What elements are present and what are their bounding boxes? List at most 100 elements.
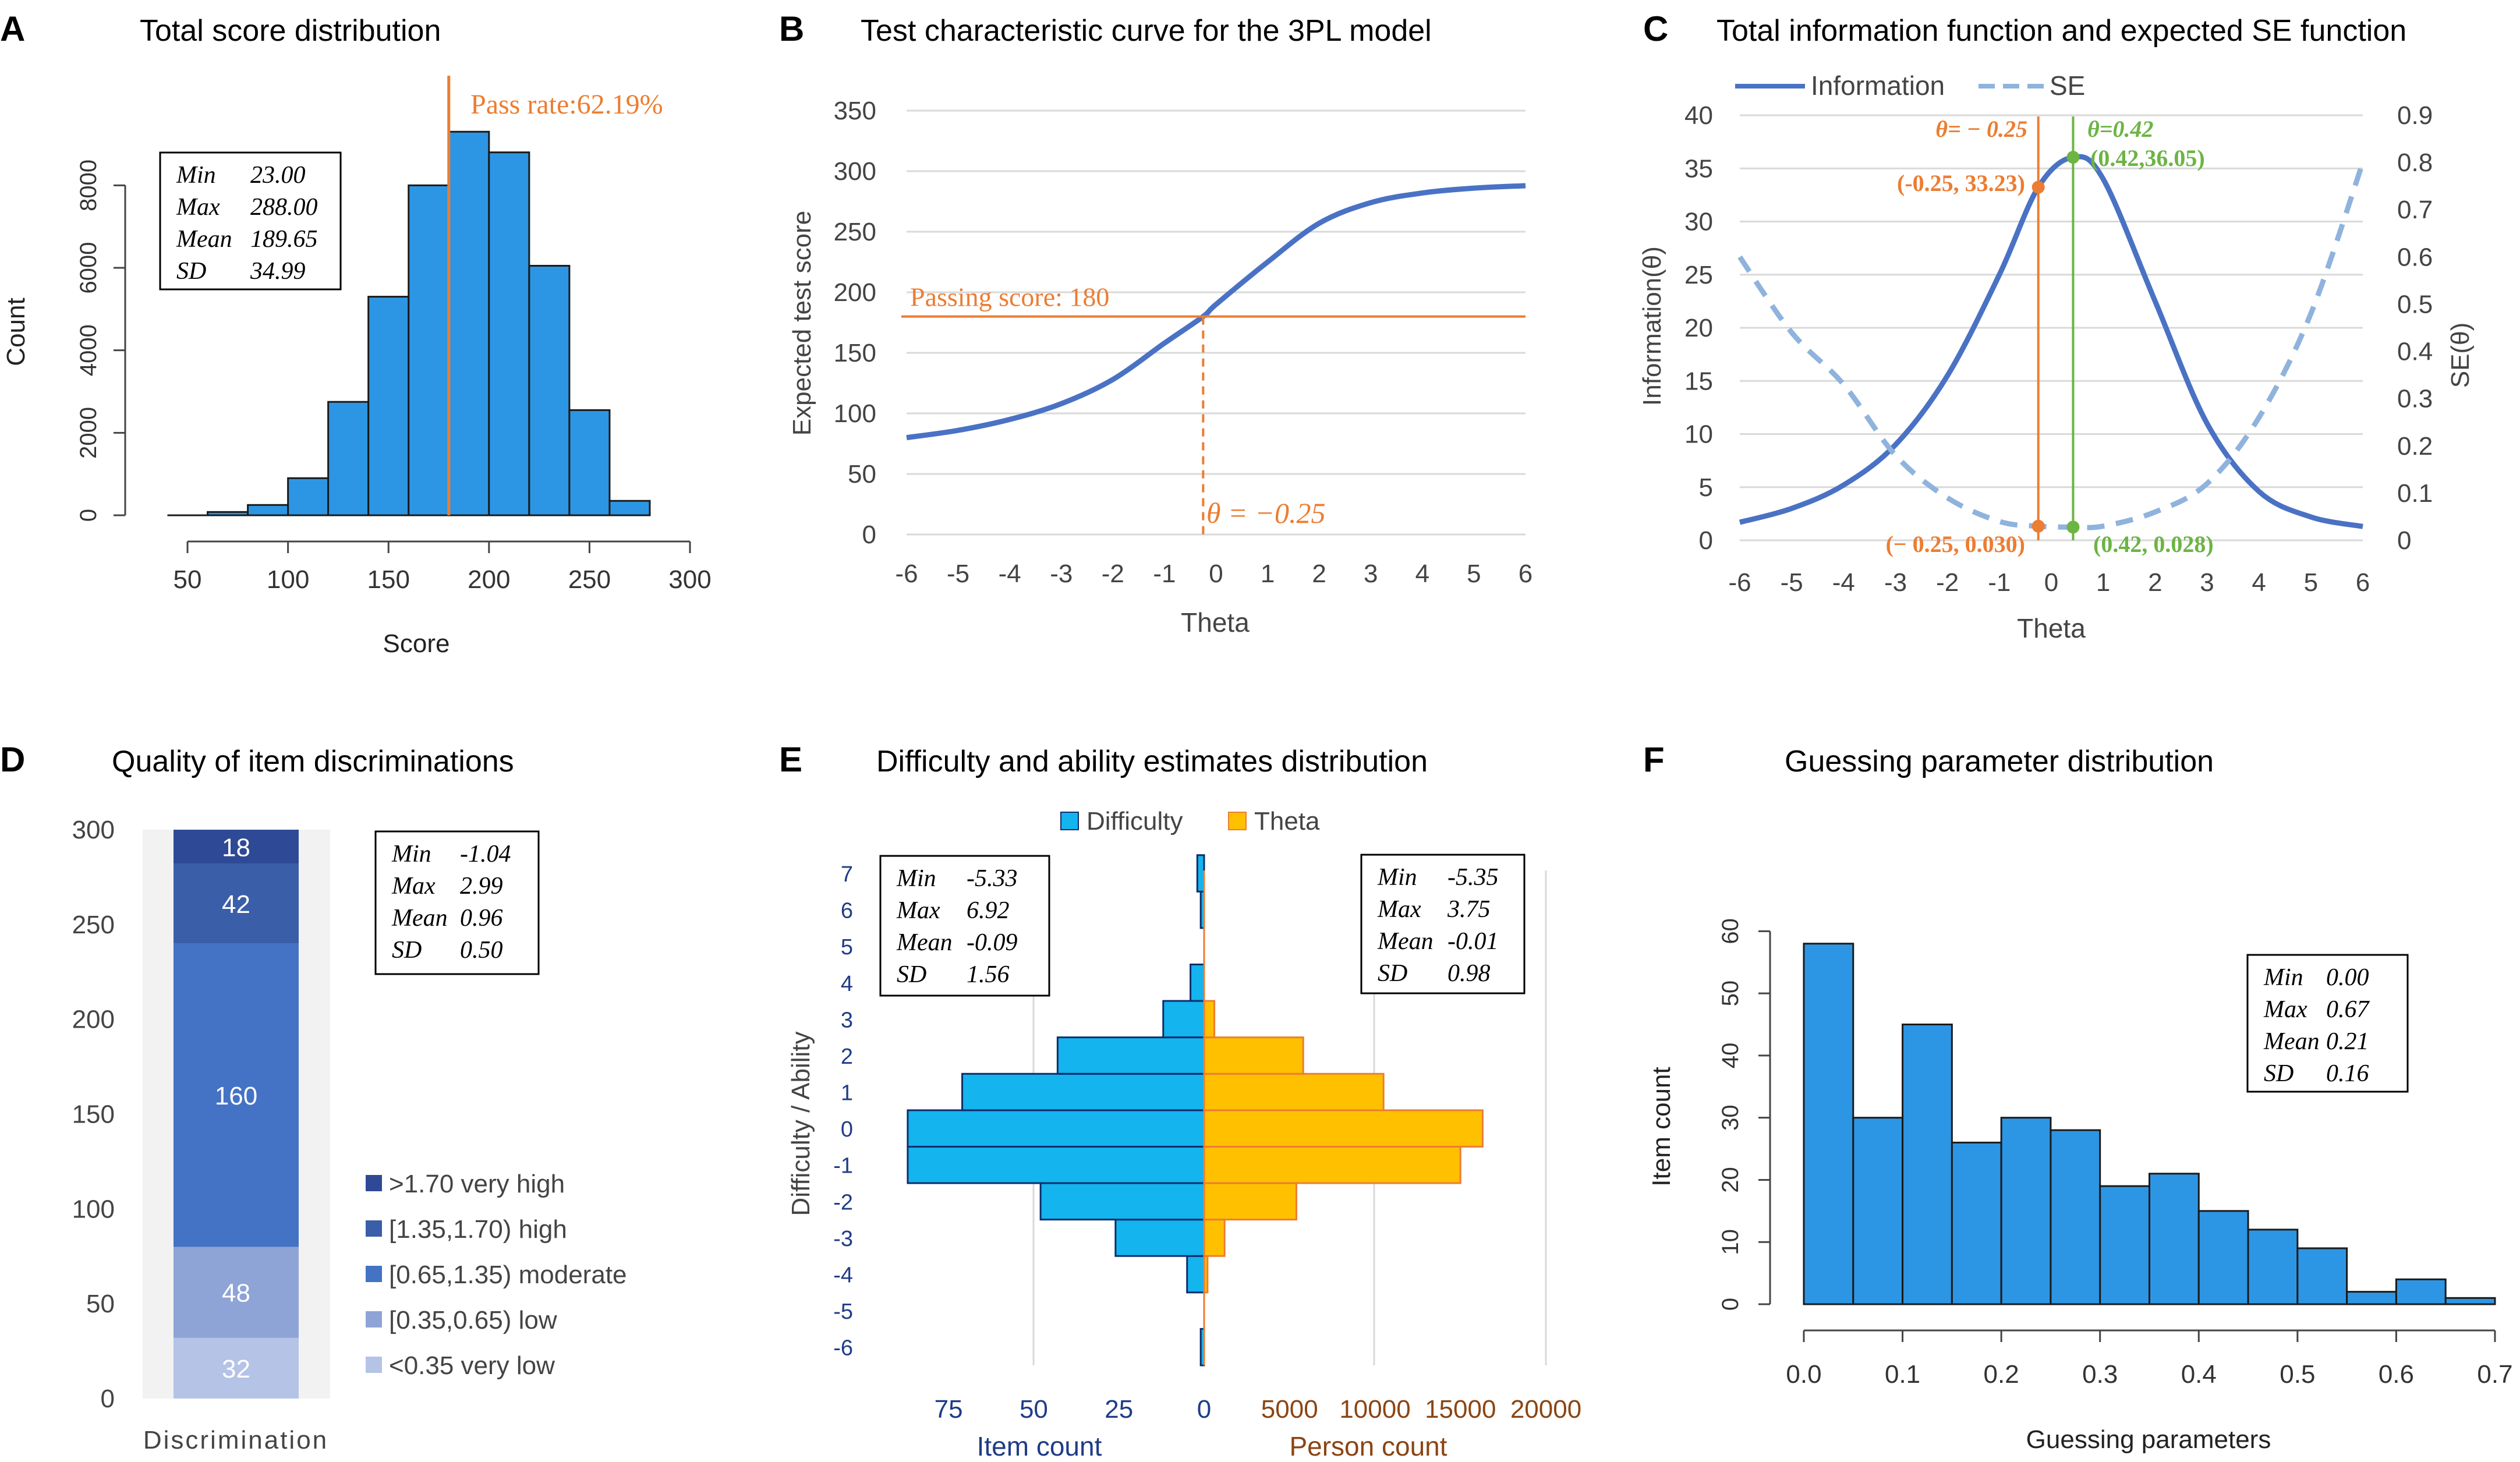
y-tick-label: 100 <box>72 1195 115 1223</box>
x-tick-label: -4 <box>999 560 1021 588</box>
x-tick-label: 300 <box>668 565 711 594</box>
stats-box <box>374 830 540 975</box>
x-tick-label: 3 <box>1364 560 1378 588</box>
pass-rate-annotation: Pass rate:62.19% <box>470 89 663 120</box>
panel-letter-c: C <box>1643 9 1668 48</box>
panel-letter-e: E <box>779 740 802 779</box>
x-tick-label-right: 5000 <box>1261 1395 1318 1424</box>
x-tick-label: 6 <box>1519 560 1532 588</box>
histogram-bar <box>2395 1278 2447 1305</box>
x-tick-label: 1 <box>1261 560 1275 588</box>
y-axis-label: Information(θ) <box>1638 246 1666 406</box>
x-tick-label: -2 <box>1936 568 1959 597</box>
theta-bar <box>1203 1072 1385 1111</box>
annotation-low-green: (0.42, 0.028) <box>2093 531 2214 557</box>
y-tick-label: 200 <box>72 1006 115 1034</box>
y-tick-label: 10 <box>1718 1229 1743 1255</box>
y-tick-label: 0 <box>862 521 876 549</box>
stat-value: 1.56 <box>967 961 1010 988</box>
histogram-bar <box>408 184 450 516</box>
difficulty-bar <box>1039 1182 1205 1221</box>
y-tick-label: 0 <box>1699 526 1713 555</box>
y-tick-label: -2 <box>833 1190 853 1215</box>
annotation-theta-green: θ=0.42 <box>2087 116 2154 142</box>
x-tick-label: 4 <box>2252 568 2266 597</box>
x-tick-label: 5 <box>2304 568 2318 597</box>
stacked-segment <box>174 1247 299 1338</box>
x-tick-label: 3 <box>2200 568 2214 597</box>
x-axis-label-right: Person count <box>1289 1431 1447 1461</box>
histogram-bar <box>2247 1229 2299 1305</box>
histogram-bar <box>367 296 410 516</box>
panel-letter-b: B <box>779 9 804 48</box>
difficulty-bar <box>1056 1036 1205 1075</box>
passing-score-label: Passing score: 180 <box>910 282 1109 312</box>
stat-value: 6.92 <box>967 897 1010 924</box>
x-tick-label: 200 <box>468 565 510 594</box>
x-tick-label-left: 50 <box>1020 1395 1048 1424</box>
stat-label: Min <box>176 162 216 189</box>
legend-swatch <box>366 1220 382 1237</box>
x-tick-label: 150 <box>367 565 410 594</box>
legend-se-label: SE <box>2050 70 2085 101</box>
y-tick-label: 1 <box>841 1081 853 1106</box>
y2-tick-label: 0.7 <box>2397 196 2433 224</box>
stat-label: SD <box>392 937 422 964</box>
y-tick-label: 0 <box>841 1117 853 1142</box>
low-point-green <box>2066 521 2080 534</box>
y2-tick-label: 0 <box>2397 526 2411 555</box>
theta-bar <box>1203 1109 1484 1148</box>
x-tick-label: 0.1 <box>1885 1360 1920 1389</box>
stat-label: Min <box>896 865 936 892</box>
stat-value: -1.04 <box>460 841 511 868</box>
difficulty-bar <box>1196 854 1205 893</box>
stacked-segment <box>174 863 299 944</box>
y-tick-label: 35 <box>1684 154 1713 183</box>
y-tick-label: 300 <box>834 157 876 186</box>
stat-label: SD <box>176 258 206 285</box>
theta-bar <box>1203 1000 1216 1039</box>
chart-title: Test characteristic curve for the 3PL mo… <box>861 14 1432 48</box>
stat-label: Max <box>896 897 940 924</box>
histogram-bar <box>2444 1297 2496 1305</box>
difficulty-bar <box>907 1109 1205 1148</box>
y2-tick-label: 0.8 <box>2397 148 2433 177</box>
histogram-bar <box>608 500 651 516</box>
y-tick-label: 3 <box>841 1008 853 1032</box>
panel-letter-d: D <box>0 740 25 779</box>
x-tick-label: -2 <box>1102 560 1124 588</box>
y2-axis-label: SE(θ) <box>2446 323 2475 388</box>
histogram-bar <box>2050 1129 2101 1305</box>
histogram-bar <box>2296 1247 2348 1305</box>
annotation-peak-orange: (-0.25, 33.23) <box>1897 170 2025 196</box>
stat-value: -0.01 <box>1447 928 1499 955</box>
x-tick-label: 1 <box>2096 568 2110 597</box>
x-axis-label: Theta <box>1181 607 1250 638</box>
x-tick-label-right: 20000 <box>1510 1395 1581 1424</box>
x-tick-label: 0.5 <box>2280 1360 2315 1389</box>
x-tick-label: 4 <box>1415 560 1429 588</box>
x-tick-label-right: 15000 <box>1425 1395 1496 1424</box>
y-tick-label: -4 <box>833 1263 853 1288</box>
y-tick-label: 50 <box>848 460 876 488</box>
y-tick-label: -1 <box>833 1154 853 1178</box>
y-tick-label: 50 <box>1718 980 1743 1007</box>
stat-value: 23.00 <box>250 162 306 189</box>
x-tick-label-left: 0 <box>1197 1395 1211 1424</box>
y-tick-label: 5 <box>1699 473 1713 502</box>
histogram-bar <box>2000 1117 2052 1305</box>
x-tick-label-left: 25 <box>1105 1395 1133 1424</box>
y-axis-label: Expected test score <box>788 211 816 436</box>
information-curve <box>1739 154 2363 529</box>
y2-tick-label: 0.3 <box>2397 385 2433 413</box>
y-tick-label: 300 <box>72 816 115 844</box>
stat-value: 0.98 <box>1447 960 1491 987</box>
stat-value: 0.21 <box>2326 1028 2369 1055</box>
y-tick-label: 2000 <box>76 407 101 459</box>
y-tick-label: 5 <box>841 935 853 960</box>
x-tick-label: 100 <box>267 565 309 594</box>
x-tick-label: 0.4 <box>2181 1360 2217 1389</box>
histogram-bar <box>327 401 370 516</box>
x-tick-label: 50 <box>174 565 202 594</box>
legend-label: [0.35,0.65) low <box>389 1306 557 1334</box>
